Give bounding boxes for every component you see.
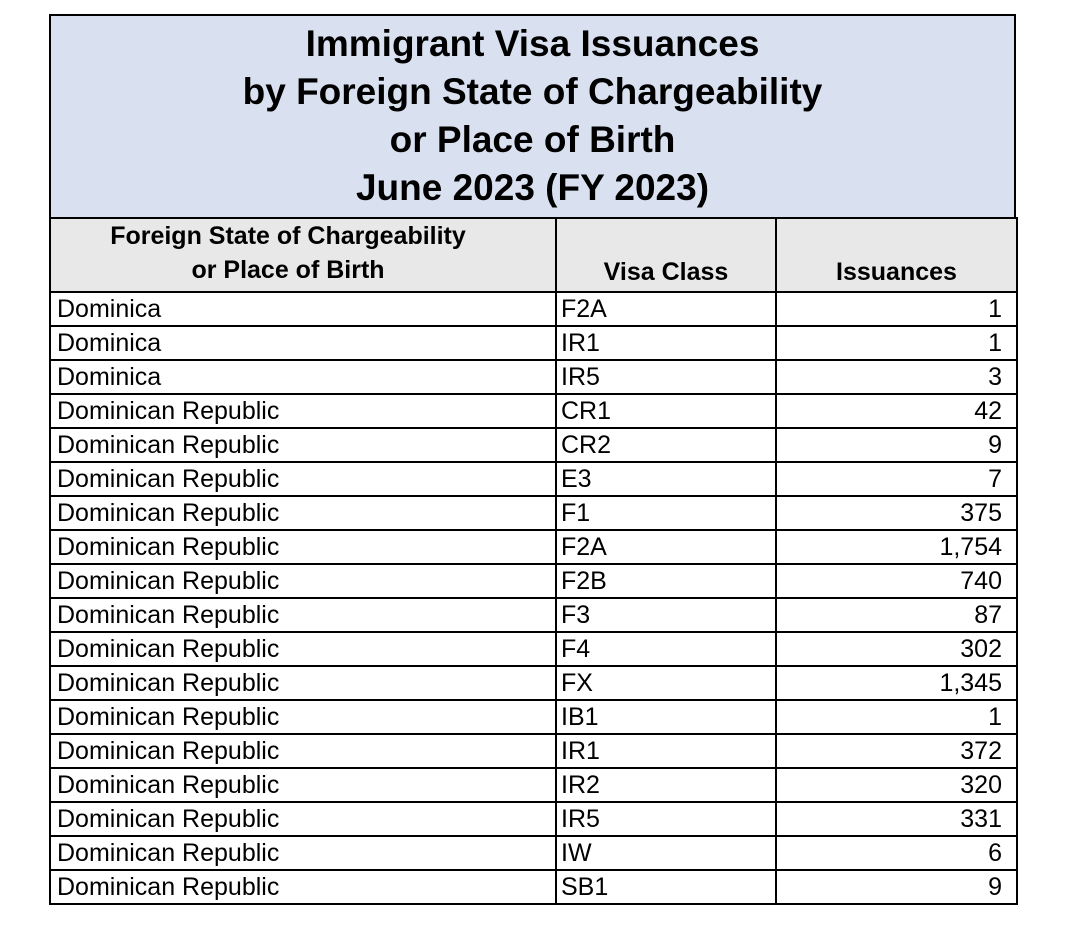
cell-issuances: 331: [775, 801, 1018, 837]
visa-issuance-sheet: Immigrant Visa Issuances by Foreign Stat…: [49, 14, 1018, 905]
cell-visa-class: IB1: [555, 699, 777, 735]
table-row: Dominican Republic IW 6: [49, 835, 1018, 871]
cell-country: Dominican Republic: [49, 631, 557, 667]
cell-issuances: 1: [775, 291, 1018, 327]
table-row: Dominica IR5 3: [49, 359, 1018, 395]
cell-visa-class: IR1: [555, 325, 777, 361]
table-row: Dominican Republic F2A 1,754: [49, 529, 1018, 565]
cell-issuances: 42: [775, 393, 1018, 429]
cell-country: Dominica: [49, 291, 557, 327]
cell-country: Dominican Republic: [49, 699, 557, 735]
cell-issuances: 3: [775, 359, 1018, 395]
cell-issuances: 1: [775, 699, 1018, 735]
cell-issuances: 1: [775, 325, 1018, 361]
table-row: Dominican Republic IR2 320: [49, 767, 1018, 803]
cell-visa-class: CR2: [555, 427, 777, 463]
table-row: Dominican Republic IB1 1: [49, 699, 1018, 735]
cell-issuances: 1,754: [775, 529, 1018, 565]
table-row: Dominica IR1 1: [49, 325, 1018, 361]
title-line-1: Immigrant Visa Issuances: [305, 23, 760, 64]
cell-issuances: 9: [775, 427, 1018, 463]
table-row: Dominican Republic IR5 331: [49, 801, 1018, 837]
cell-country: Dominican Republic: [49, 767, 557, 803]
cell-issuances: 740: [775, 563, 1018, 599]
cell-visa-class: CR1: [555, 393, 777, 429]
cell-visa-class: F2B: [555, 563, 777, 599]
table-body: Dominica F2A 1 Dominica IR1 1 Dominica IR5 3 Domi…: [49, 291, 1018, 905]
cell-country: Dominica: [49, 325, 557, 361]
column-header-issuances: Issuances: [775, 217, 1018, 293]
column-header-visa-class: Visa Class: [555, 217, 777, 293]
cell-country: Dominican Republic: [49, 427, 557, 463]
cell-country: Dominican Republic: [49, 869, 557, 905]
table-row: Dominican Republic F1 375: [49, 495, 1018, 531]
cell-country: Dominica: [49, 359, 557, 395]
cell-country: Dominican Republic: [49, 801, 557, 837]
cell-issuances: 87: [775, 597, 1018, 633]
cell-country: Dominican Republic: [49, 835, 557, 871]
column-header-country-line-1: Foreign State of Chargeability: [110, 222, 466, 250]
cell-issuances: 6: [775, 835, 1018, 871]
cell-country: Dominican Republic: [49, 393, 557, 429]
title-line-4: June 2023 (FY 2023): [355, 167, 710, 208]
cell-visa-class: FX: [555, 665, 777, 701]
cell-visa-class: IR2: [555, 767, 777, 803]
cell-country: Dominican Republic: [49, 665, 557, 701]
table-row: Dominican Republic CR1 42: [49, 393, 1018, 429]
table-row: Dominican Republic SB1 9: [49, 869, 1018, 905]
table-row: Dominican Republic E3 7: [49, 461, 1018, 497]
cell-visa-class: IR5: [555, 801, 777, 837]
table-row: Dominican Republic FX 1,345: [49, 665, 1018, 701]
cell-visa-class: IW: [555, 835, 777, 871]
cell-issuances: 7: [775, 461, 1018, 497]
table-row: Dominican Republic F3 87: [49, 597, 1018, 633]
cell-country: Dominican Republic: [49, 529, 557, 565]
report-title: Immigrant Visa Issuances by Foreign Stat…: [49, 14, 1016, 217]
cell-visa-class: IR5: [555, 359, 777, 395]
cell-issuances: 9: [775, 869, 1018, 905]
table-row: Dominican Republic IR1 372: [49, 733, 1018, 769]
cell-issuances: 372: [775, 733, 1018, 769]
cell-issuances: 302: [775, 631, 1018, 667]
column-header-country: Foreign State of Chargeability or Place …: [49, 217, 557, 293]
header-row: Foreign State of Chargeability or Place …: [49, 217, 1018, 293]
cell-visa-class: IR1: [555, 733, 777, 769]
cell-visa-class: SB1: [555, 869, 777, 905]
cell-issuances: 1,345: [775, 665, 1018, 701]
cell-visa-class: F3: [555, 597, 777, 633]
cell-visa-class: E3: [555, 461, 777, 497]
cell-visa-class: F4: [555, 631, 777, 667]
table-row: Dominican Republic F4 302: [49, 631, 1018, 667]
cell-issuances: 375: [775, 495, 1018, 531]
cell-visa-class: F1: [555, 495, 777, 531]
cell-visa-class: F2A: [555, 529, 777, 565]
cell-issuances: 320: [775, 767, 1018, 803]
cell-visa-class: F2A: [555, 291, 777, 327]
column-header-country-line-2: or Place of Birth: [191, 256, 385, 284]
table-row: Dominica F2A 1: [49, 291, 1018, 327]
cell-country: Dominican Republic: [49, 461, 557, 497]
issuance-table: Foreign State of Chargeability or Place …: [49, 217, 1018, 905]
title-line-3: or Place of Birth: [389, 119, 676, 160]
cell-country: Dominican Republic: [49, 597, 557, 633]
table-row: Dominican Republic CR2 9: [49, 427, 1018, 463]
title-line-2: by Foreign State of Chargeability: [242, 71, 823, 112]
table-row: Dominican Republic F2B 740: [49, 563, 1018, 599]
cell-country: Dominican Republic: [49, 563, 557, 599]
cell-country: Dominican Republic: [49, 733, 557, 769]
cell-country: Dominican Republic: [49, 495, 557, 531]
